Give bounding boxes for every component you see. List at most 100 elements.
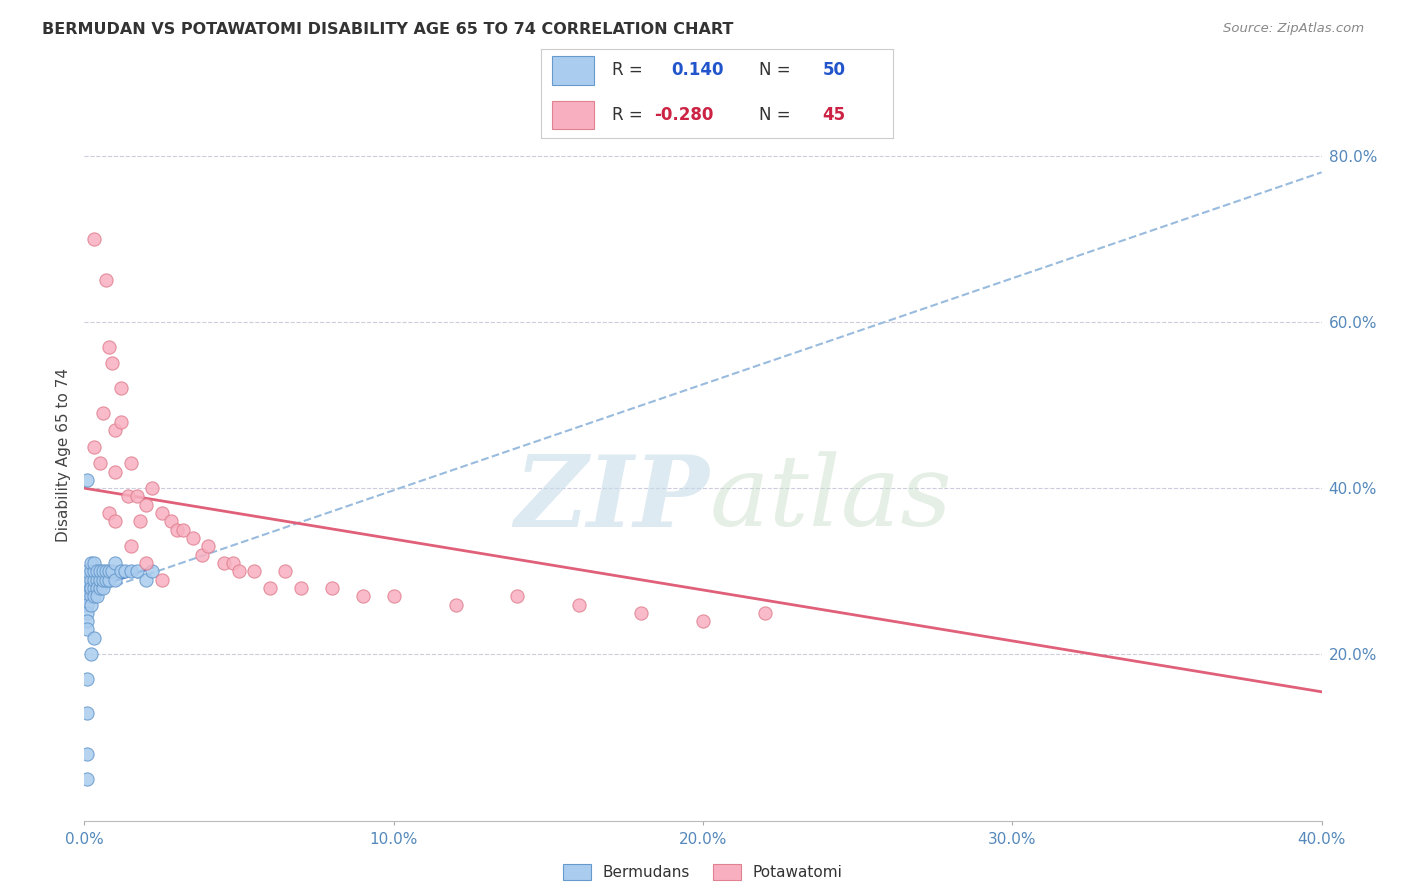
Text: -0.280: -0.280 [654,106,713,124]
Point [79,564,101,578]
Point [125,564,148,578]
Point [110,415,132,429]
Point [104,465,127,479]
Point [172,523,194,537]
Point [89,573,111,587]
Point [94,573,117,587]
Point [568,598,591,612]
Point [135,498,157,512]
Point [444,598,467,612]
Point [91,406,114,420]
Point [150,573,173,587]
Point [104,515,127,529]
Point [120,456,142,470]
Point [76,614,98,628]
Point [191,548,214,562]
Point [76,673,98,687]
Point [83,556,105,570]
Text: N =: N = [759,62,796,79]
Point [89,456,111,470]
Point [86,589,108,603]
Point [259,581,281,595]
Y-axis label: Disability Age 65 to 74: Disability Age 65 to 74 [56,368,72,542]
Point [120,564,142,578]
Point [79,573,101,587]
Point [76,598,98,612]
Point [243,564,266,578]
Point [86,581,108,595]
FancyBboxPatch shape [551,56,595,85]
Point [83,589,105,603]
Point [76,573,98,587]
Point [110,564,132,578]
Point [91,573,114,587]
Point [94,273,117,287]
Point [91,581,114,595]
Point [98,564,121,578]
Point [79,648,101,662]
Point [222,556,245,570]
Point [76,772,98,786]
Point [79,589,101,603]
Point [290,581,312,595]
Point [83,440,105,454]
Point [76,606,98,620]
Point [117,490,139,504]
Point [86,564,108,578]
Point [83,573,105,587]
Point [91,564,114,578]
Point [125,490,148,504]
Point [754,606,776,620]
Legend: Bermudans, Potawatomi: Bermudans, Potawatomi [557,858,849,886]
Point [76,473,98,487]
Text: BERMUDAN VS POTAWATOMI DISABILITY AGE 65 TO 74 CORRELATION CHART: BERMUDAN VS POTAWATOMI DISABILITY AGE 65… [42,22,734,37]
Point [79,581,101,595]
Point [98,506,121,520]
Text: 45: 45 [823,106,845,124]
Point [104,556,127,570]
Point [150,506,173,520]
Point [89,564,111,578]
Point [110,381,132,395]
Point [506,589,529,603]
Point [98,573,121,587]
Point [83,564,105,578]
Point [104,423,127,437]
Point [120,539,142,553]
FancyBboxPatch shape [551,101,595,129]
Point [89,581,111,595]
Point [352,589,374,603]
Point [83,631,105,645]
Point [135,556,157,570]
Text: Source: ZipAtlas.com: Source: ZipAtlas.com [1223,22,1364,36]
Point [76,747,98,761]
Point [141,564,163,578]
Point [98,340,121,354]
Point [166,523,188,537]
Point [228,564,250,578]
Point [83,232,105,246]
Point [274,564,297,578]
Text: R =: R = [612,106,648,124]
Point [101,356,124,370]
Point [104,573,127,587]
Point [101,564,124,578]
Point [135,573,157,587]
Point [630,606,652,620]
Point [197,539,219,553]
Point [129,515,152,529]
Point [79,598,101,612]
Point [114,564,136,578]
Point [76,706,98,720]
Point [212,556,235,570]
Point [181,531,204,545]
Point [382,589,405,603]
Text: ZIP: ZIP [515,450,709,547]
Text: 0.140: 0.140 [672,62,724,79]
Point [86,573,108,587]
Point [692,614,714,628]
Point [79,556,101,570]
Point [79,581,101,595]
Text: 50: 50 [823,62,845,79]
Point [76,589,98,603]
